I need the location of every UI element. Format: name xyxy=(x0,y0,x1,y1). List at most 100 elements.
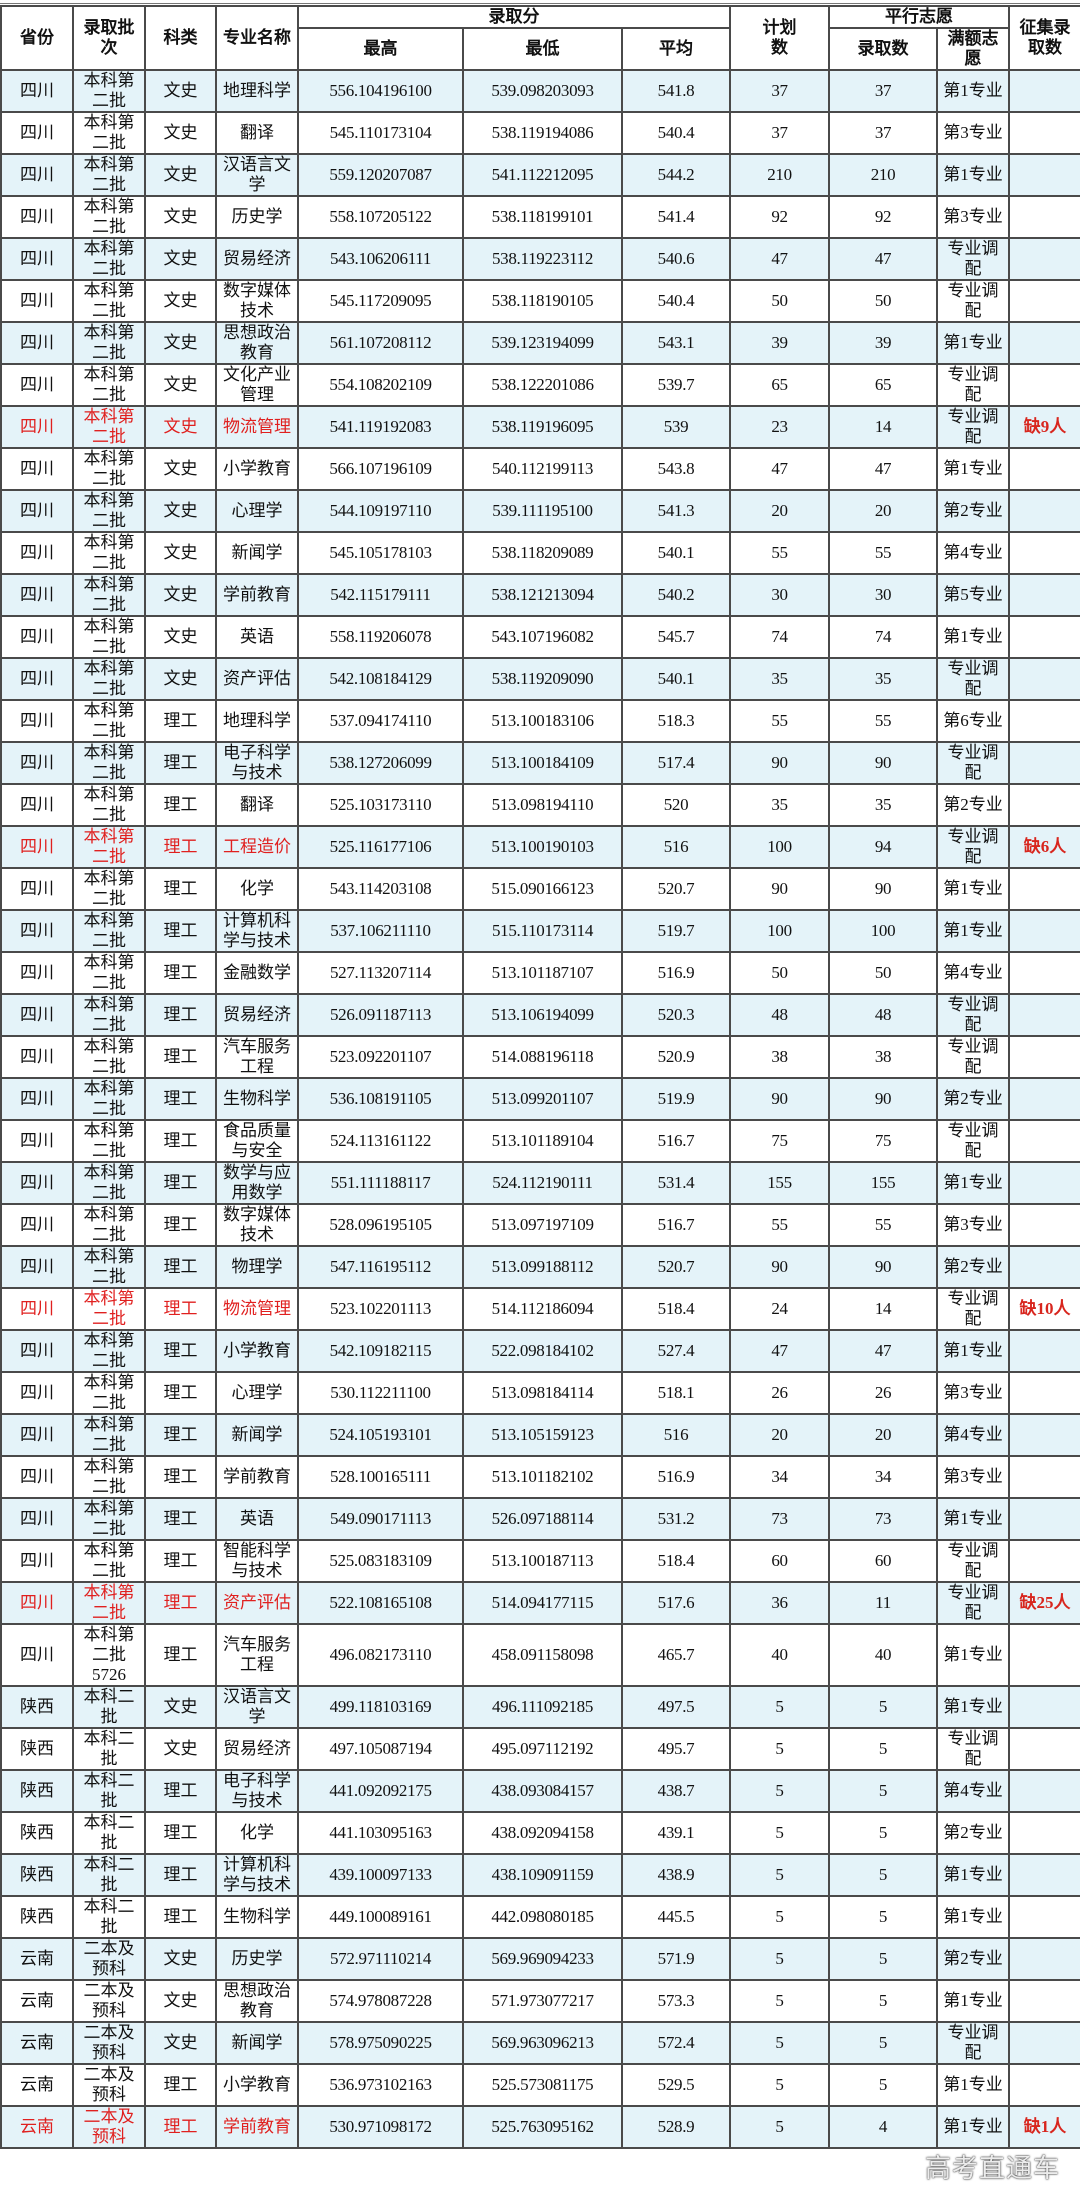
table-row: 四川 本科第二批 理工 翻译 525.103173110 513.098194110 520… xyxy=(0,783,1080,827)
cell-admitted: 30 xyxy=(828,573,939,617)
cell-category: 文史 xyxy=(144,447,217,491)
table-row: 四川 本科第二批 理工 计算机科学与技术 537.106211110 515.110173… xyxy=(0,909,1080,953)
cell-province: 四川 xyxy=(0,951,74,995)
cell-max-score: 549.090171113 xyxy=(297,1497,464,1541)
cell-province: 四川 xyxy=(0,1497,74,1541)
cell-plan: 55 xyxy=(729,699,831,743)
cell-admitted: 90 xyxy=(828,1245,939,1289)
cell-admitted: 39 xyxy=(828,321,939,365)
cell-plan: 47 xyxy=(729,447,831,491)
cell-batch: 本科第二批 xyxy=(72,573,146,617)
cell-full-choice: 第1专业 xyxy=(936,615,1011,659)
cell-plan: 5 xyxy=(729,1979,831,2023)
table-row: 四川 本科第二批 文史 新闻学 545.105178103 538.118209089 54… xyxy=(0,531,1080,575)
cell-supplement xyxy=(1008,1811,1080,1855)
cell-max-score: 572.971110214 xyxy=(297,1937,464,1981)
cell-admitted: 5 xyxy=(828,1853,939,1897)
cell-avg-score: 545.7 xyxy=(620,615,732,659)
cell-max-score: 574.978087228 xyxy=(297,1979,464,2023)
cell-max-score: 528.100165111 xyxy=(297,1455,464,1499)
cell-admitted: 5 xyxy=(828,1769,939,1813)
cell-admitted: 90 xyxy=(828,741,939,785)
cell-supplement xyxy=(1008,1727,1080,1771)
cell-supplement xyxy=(1008,783,1080,827)
cell-category: 文史 xyxy=(144,69,217,113)
cell-category: 理工 xyxy=(144,909,217,953)
cell-max-score: 545.117209095 xyxy=(297,279,464,323)
cell-avg-score: 539.7 xyxy=(620,363,732,407)
cell-admitted: 5 xyxy=(828,1895,939,1939)
cell-batch: 本科第二批 xyxy=(72,1329,146,1373)
cell-category: 理工 xyxy=(144,1455,217,1499)
cell-plan: 20 xyxy=(729,489,831,533)
cell-category: 理工 xyxy=(144,1811,217,1855)
table-row: 四川 本科第二批 文史 历史学 558.107205122 538.118199101 54… xyxy=(0,195,1080,239)
cell-supplement xyxy=(1008,615,1080,659)
cell-category: 文史 xyxy=(144,321,217,365)
cell-supplement xyxy=(1008,1329,1080,1373)
cell-supplement xyxy=(1008,279,1080,323)
cell-supplement xyxy=(1008,153,1080,197)
cell-max-score: 551.111188117 xyxy=(297,1161,464,1205)
header-full-choice: 满额志愿 xyxy=(936,27,1011,71)
cell-min-score: 438.092094158 xyxy=(462,1811,623,1855)
cell-batch: 本科第二批 xyxy=(72,951,146,995)
cell-admitted: 74 xyxy=(828,615,939,659)
cell-province: 陕西 xyxy=(0,1895,74,1939)
cell-category: 理工 xyxy=(144,1203,217,1247)
cell-full-choice: 第1专业 xyxy=(936,2063,1011,2107)
cell-max-score: 537.094174110 xyxy=(297,699,464,743)
header-max: 最高 xyxy=(297,27,464,71)
cell-batch: 本科第二批 xyxy=(72,1203,146,1247)
cell-min-score: 538.121213094 xyxy=(462,573,623,617)
cell-admitted: 14 xyxy=(828,1287,939,1331)
cell-full-choice: 专业调配 xyxy=(936,1035,1011,1079)
cell-major: 汽车服务工程 xyxy=(215,1623,299,1687)
cell-avg-score: 517.4 xyxy=(620,741,732,785)
cell-category: 理工 xyxy=(144,1287,217,1331)
cell-category: 理工 xyxy=(144,2105,217,2149)
cell-supplement: 缺6人 xyxy=(1008,825,1080,869)
table-row: 四川 本科第二批 文史 思想政治教育 561.107208112 539.12319409… xyxy=(0,321,1080,365)
cell-full-choice: 专业调配 xyxy=(936,993,1011,1037)
cell-full-choice: 第1专业 xyxy=(936,909,1011,953)
table-row: 四川 本科第二批 理工 生物科学 536.108191105 513.099201107 5… xyxy=(0,1077,1080,1121)
cell-max-score: 528.096195105 xyxy=(297,1203,464,1247)
cell-major: 汉语言文学 xyxy=(215,153,299,197)
cell-full-choice: 第4专业 xyxy=(936,531,1011,575)
cell-avg-score: 539 xyxy=(620,405,732,449)
cell-province: 四川 xyxy=(0,69,74,113)
cell-min-score: 538.119194086 xyxy=(462,111,623,155)
cell-major: 化学 xyxy=(215,867,299,911)
cell-avg-score: 518.3 xyxy=(620,699,732,743)
cell-major: 思想政治教育 xyxy=(215,321,299,365)
cell-supplement xyxy=(1008,1979,1080,2023)
table-row: 四川 本科第二批 理工 智能科学与技术 525.083183109 513.1001871… xyxy=(0,1539,1080,1583)
cell-major: 翻译 xyxy=(215,783,299,827)
header-parallel-group: 平行志愿 xyxy=(828,5,1011,29)
cell-min-score: 513.097197109 xyxy=(462,1203,623,1247)
cell-major: 贸易经济 xyxy=(215,993,299,1037)
table-row: 云南 二本及预科 文史 历史学 572.971110214 569.969094233 57… xyxy=(0,1937,1080,1981)
cell-category: 文史 xyxy=(144,2021,217,2065)
table-row: 四川 本科第二批 理工 英语 549.090171113 526.097188114 531… xyxy=(0,1497,1080,1541)
cell-plan: 35 xyxy=(729,783,831,827)
cell-plan: 23 xyxy=(729,405,831,449)
cell-avg-score: 520 xyxy=(620,783,732,827)
cell-batch: 本科第二批 xyxy=(72,1455,146,1499)
table-row: 四川 本科第二批 理工 心理学 530.112211100 513.098184114 51… xyxy=(0,1371,1080,1415)
table-row: 陕西 本科二批 理工 生物科学 449.100089161 442.098080185 44… xyxy=(0,1895,1080,1939)
cell-max-score: 558.119206078 xyxy=(297,615,464,659)
cell-max-score: 559.120207087 xyxy=(297,153,464,197)
table-body: 四川 本科第二批 文史 地理科学 556.104196100 539.098203093 5… xyxy=(0,69,1080,2149)
cell-supplement xyxy=(1008,237,1080,281)
cell-full-choice: 专业调配 xyxy=(936,2021,1011,2065)
cell-full-choice: 专业调配 xyxy=(936,1119,1011,1163)
cell-province: 四川 xyxy=(0,489,74,533)
table-row: 四川 本科第二批 文史 地理科学 556.104196100 539.098203093 5… xyxy=(0,69,1080,113)
cell-max-score: 522.108165108 xyxy=(297,1581,464,1625)
cell-major: 工程造价 xyxy=(215,825,299,869)
table-row: 四川 本科第二批 文史 物流管理 541.119192083 538.119196095 5… xyxy=(0,405,1080,449)
cell-full-choice: 专业调配 xyxy=(936,1287,1011,1331)
cell-supplement xyxy=(1008,1161,1080,1205)
